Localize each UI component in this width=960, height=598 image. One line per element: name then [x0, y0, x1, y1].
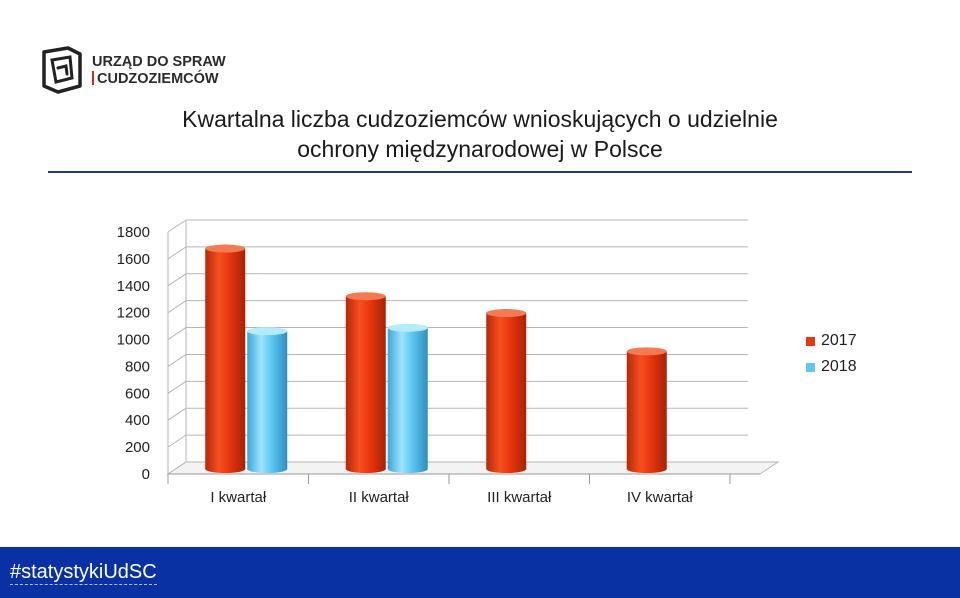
x-tick-label-3: IV kwartał — [627, 489, 694, 506]
bar-2017-1 — [345, 292, 386, 473]
logo-red-bar — [92, 71, 94, 85]
bar-top-2018-1 — [387, 323, 428, 332]
x-tick-label-0: I kwartał — [210, 489, 267, 506]
gridline-side-1200 — [167, 300, 187, 314]
bar-base-2017-2 — [486, 465, 527, 473]
legend-swatch-2018 — [806, 362, 815, 372]
chart-legend: 2017 2018 — [806, 328, 857, 380]
y-tick-label-1800: 1800 — [117, 224, 150, 241]
x-tick-label-1: II kwartał — [349, 489, 410, 506]
gridline-side-400 — [167, 407, 187, 421]
bar-body-2017-2 — [486, 313, 527, 469]
bar-base-2018-1 — [387, 465, 428, 473]
x-tick-label-2: III kwartał — [487, 489, 552, 506]
bar-base-2018-0 — [247, 465, 288, 473]
y-tick-label-800: 800 — [125, 358, 150, 375]
gridline-side-1800 — [167, 219, 187, 233]
logo-line1: URZĄD DO SPRAW — [92, 54, 226, 70]
bar-2018-0 — [247, 327, 288, 473]
gridline-side-200 — [167, 434, 187, 448]
bar-top-2017-2 — [486, 309, 527, 318]
chart-title: Kwartalna liczba cudzoziemców wnioskując… — [60, 104, 900, 164]
chart-title-line1: Kwartalna liczba cudzoziemców wnioskując… — [182, 106, 778, 132]
bar-top-2018-0 — [247, 327, 288, 336]
y-tick-label-600: 600 — [125, 385, 150, 402]
footer-hashtag[interactable]: #statystykiUdSC — [10, 561, 157, 585]
legend-swatch-2017 — [806, 336, 815, 346]
gridline-side-1600 — [167, 246, 187, 260]
legend-label-2017: 2017 — [821, 332, 857, 349]
legend-label-2018: 2018 — [821, 358, 857, 375]
bar-base-2017-0 — [205, 465, 246, 473]
udsc-logo: URZĄD DO SPRAW CUDZOZIEMCÓW — [40, 46, 240, 100]
bar-top-2017-3 — [626, 347, 667, 356]
bar-body-2018-0 — [247, 331, 288, 469]
bar-body-2017-1 — [345, 296, 386, 469]
bar-base-2017-1 — [345, 465, 386, 473]
gridline-side-800 — [167, 354, 187, 367]
y-tick-label-0: 0 — [142, 466, 150, 483]
udsc-logo-icon — [42, 46, 82, 94]
logo-line2: CUDZOZIEMCÓW — [97, 71, 219, 87]
bar-2017-2 — [486, 309, 527, 473]
bar-body-2018-1 — [387, 327, 428, 469]
title-divider — [48, 171, 912, 173]
bar-base-2017-3 — [626, 465, 667, 473]
bar-2018-1 — [387, 323, 428, 473]
legend-item-2018: 2018 — [806, 354, 857, 380]
y-tick-label-1200: 1200 — [117, 305, 150, 322]
bar-2017-0 — [205, 244, 246, 473]
gridline-side-1400 — [167, 273, 187, 287]
legend-item-2017: 2017 — [806, 328, 857, 354]
y-tick-label-200: 200 — [125, 439, 150, 456]
bar-top-2017-0 — [205, 244, 246, 253]
bar-top-2017-1 — [345, 292, 386, 301]
bar-chart: 0 200 400 600 800 1000 1200 1400 1600 1800 I kwart… — [117, 219, 780, 506]
y-tick-label-1400: 1400 — [117, 278, 150, 295]
y-tick-label-400: 400 — [125, 412, 150, 429]
chart-title-line2: ochrony międzynarodowej w Polsce — [297, 136, 663, 162]
gridline-side-600 — [167, 380, 187, 394]
bar-body-2017-0 — [205, 248, 246, 469]
y-tick-label-1000: 1000 — [117, 332, 150, 349]
footer-bar: #statystykiUdSC — [0, 547, 960, 598]
bar-2017-3 — [626, 347, 667, 473]
gridline-side-1000 — [167, 327, 187, 340]
y-tick-label-1600: 1600 — [117, 251, 150, 268]
bar-body-2017-3 — [626, 351, 667, 469]
